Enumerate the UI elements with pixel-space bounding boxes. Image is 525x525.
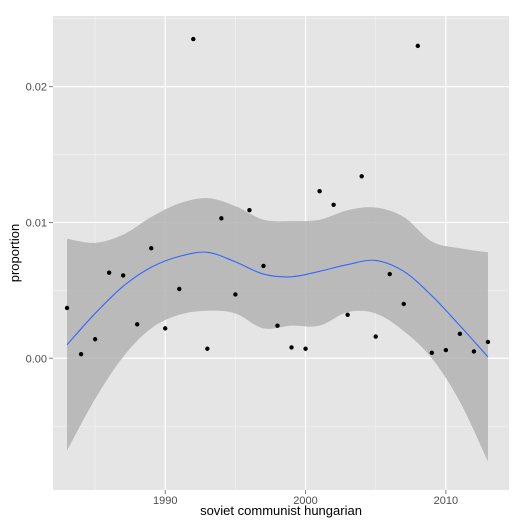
x-axis-title: soviet communist hungarian <box>200 503 362 518</box>
data-point <box>429 350 435 356</box>
data-point <box>219 216 224 221</box>
data-points <box>64 36 491 357</box>
data-point <box>205 346 210 351</box>
data-point <box>387 271 392 277</box>
data-point <box>289 345 294 350</box>
data-point <box>373 334 378 339</box>
x-tick-label: 2010 <box>434 495 458 507</box>
data-point <box>331 202 336 207</box>
data-point <box>443 347 449 353</box>
data-point <box>401 301 406 307</box>
data-point <box>149 246 154 251</box>
y-tick-label: 0.02 <box>26 82 47 94</box>
smooth-trend-line <box>66 251 489 358</box>
x-axis-ticks: 1990 2000 2010 <box>153 490 458 507</box>
data-point <box>92 337 98 342</box>
data-point <box>359 174 364 179</box>
data-point <box>345 312 350 317</box>
x-tick-label: 2000 <box>293 495 317 507</box>
data-point <box>134 322 140 327</box>
data-point <box>471 349 477 354</box>
data-point <box>177 286 182 292</box>
data-point <box>120 273 126 278</box>
y-tick-label: 0.01 <box>26 217 47 229</box>
data-point <box>485 339 491 345</box>
data-point <box>317 189 322 194</box>
data-point <box>233 292 238 297</box>
data-point <box>64 305 70 311</box>
data-point <box>457 331 463 337</box>
y-axis-ticks: 0.00 0.01 0.02 <box>26 82 53 365</box>
confidence-ribbon <box>67 197 488 462</box>
data-point <box>275 323 280 328</box>
y-axis-title: proportion <box>7 224 22 283</box>
y-tick-label: 0.00 <box>26 353 47 365</box>
data-point <box>191 36 196 42</box>
data-point <box>415 43 420 49</box>
data-point <box>261 263 266 269</box>
data-point <box>163 326 168 331</box>
data-point <box>247 208 252 213</box>
data-point <box>303 346 308 351</box>
data-point <box>78 351 84 357</box>
x-tick-label: 1990 <box>153 495 177 507</box>
data-point <box>106 270 112 275</box>
